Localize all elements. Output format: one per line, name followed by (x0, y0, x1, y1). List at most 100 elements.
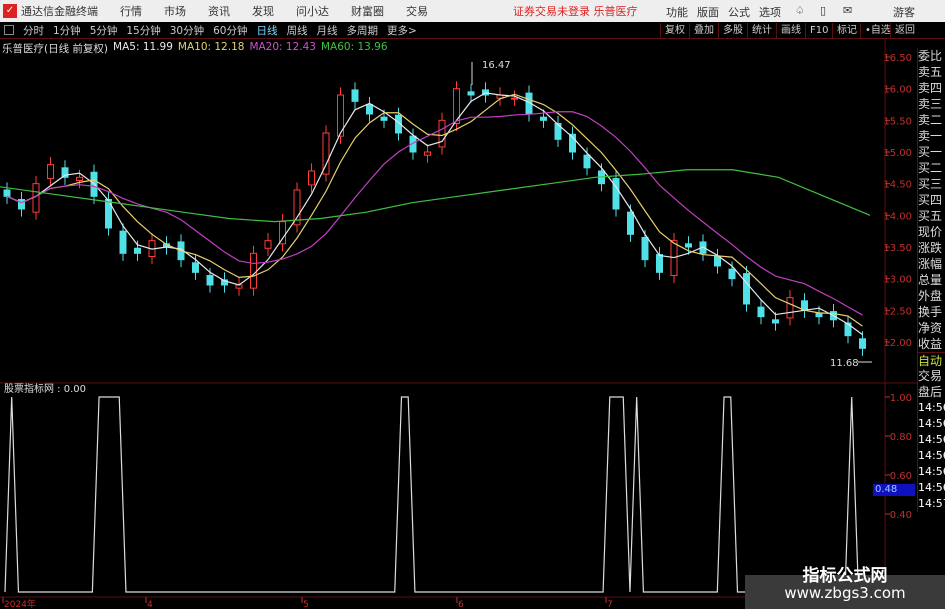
period-30min[interactable]: 30分钟 (169, 24, 205, 37)
toggle-icon[interactable] (4, 25, 14, 35)
candle (192, 262, 199, 273)
indicator-tick-label: 1.00 (890, 393, 912, 404)
candle (453, 88, 460, 124)
price-tick-label: 12.50 (883, 306, 912, 317)
menu-function[interactable]: 功能 (666, 6, 688, 19)
candle (105, 198, 112, 229)
user-label[interactable]: 游客 (893, 6, 915, 19)
period-1min[interactable]: 1分钟 (53, 24, 81, 37)
period-more[interactable]: 更多> (387, 24, 417, 37)
title-bar: ✓ 通达信金融终端 行情 市场 资讯 发现 问小达 财富圈 交易 证券交易未登录… (0, 0, 945, 22)
candle (409, 135, 417, 153)
quote-label: 交易 (918, 369, 943, 383)
price-tick-label: 14.50 (883, 180, 912, 191)
quote-label: 14:56 (918, 417, 945, 430)
mark-button[interactable]: 标记 (832, 23, 861, 38)
period-weekly[interactable]: 周线 (286, 24, 308, 37)
candle (583, 154, 591, 169)
app-logo-icon: ✓ (3, 4, 17, 18)
candle (206, 274, 214, 286)
time-label: 7 (607, 600, 613, 609)
candle (569, 133, 576, 153)
phone-icon[interactable]: ▯ (820, 4, 827, 17)
menu-options[interactable]: 选项 (759, 6, 781, 19)
quote-label: 买一 (918, 145, 943, 159)
period-daily[interactable]: 日线 (256, 24, 278, 37)
app-title: 通达信金融终端 (21, 5, 98, 18)
menu-wealth[interactable]: 财富圈 (351, 5, 384, 18)
price-tick-label: 14.00 (883, 211, 912, 222)
quote-label: 14:56 (918, 481, 945, 494)
quote-label: 外盘 (918, 289, 943, 303)
candle (47, 164, 54, 180)
price-tick-label: 15.00 (883, 148, 912, 159)
stats-button[interactable]: 统计 (747, 23, 776, 38)
candle (540, 116, 547, 121)
quote-label: 自动 (918, 352, 945, 368)
indicator-tick-label: 0.60 (890, 471, 912, 482)
candle (438, 119, 446, 148)
menu-ask[interactable]: 问小达 (296, 5, 329, 18)
quote-label: 买三 (918, 177, 943, 191)
menu-discover[interactable]: 发现 (252, 5, 274, 18)
period-5min[interactable]: 5分钟 (89, 24, 118, 37)
candle (32, 183, 40, 213)
candle (322, 132, 330, 175)
candle (61, 167, 69, 178)
menu-news[interactable]: 资讯 (208, 5, 230, 18)
menu-trade[interactable]: 交易 (406, 5, 428, 18)
candle (18, 198, 25, 210)
candle (554, 122, 562, 140)
menu-layout[interactable]: 版面 (697, 6, 719, 19)
quote-label: 净资 (918, 321, 943, 335)
period-monthly[interactable]: 月线 (316, 24, 338, 37)
restore-rights-button[interactable]: 复权 (660, 23, 689, 38)
menu-market[interactable]: 市场 (164, 5, 186, 18)
quote-label: 涨跌 (918, 241, 943, 255)
message-icon[interactable]: ✉ (843, 4, 853, 17)
indicator-tick-label: 0.80 (890, 432, 912, 443)
menu-quotes[interactable]: 行情 (120, 5, 142, 18)
watchlist-button[interactable]: •自选 (860, 23, 895, 38)
period-15min[interactable]: 15分钟 (126, 24, 161, 37)
menu-formula[interactable]: 公式 (728, 6, 750, 19)
candle (337, 94, 344, 137)
login-status: 证券交易未登录 乐普医疗 (513, 5, 638, 18)
quote-label: 买四 (918, 193, 943, 207)
candle (844, 322, 852, 337)
candle (511, 97, 518, 100)
watermark-title: 指标公式网 (802, 566, 888, 586)
candle (279, 221, 286, 245)
back-button[interactable]: 返回 (890, 23, 919, 38)
quote-label: 收益 (918, 337, 943, 351)
period-multi[interactable]: 多周期 (346, 24, 379, 37)
candle (728, 268, 736, 280)
time-label: 5 (303, 600, 309, 609)
ma20-line (6, 111, 863, 316)
ma60-line (0, 169, 871, 223)
kline-chart[interactable]: 16.50 16.00 15.50 15.00 14.50 14.00 13.50 13.00… (0, 38, 945, 609)
time-label: 6 (458, 600, 464, 609)
ma5-value: MA5: 11.99 (113, 41, 173, 53)
period-intraday[interactable]: 分时 (23, 24, 44, 37)
candle (685, 243, 692, 248)
ma10-line (6, 93, 863, 327)
quote-label: 买二 (918, 161, 943, 175)
f10-button[interactable]: F10 (805, 23, 832, 38)
current-indicator-value: 0.48 (873, 484, 915, 496)
candle (351, 89, 359, 102)
quote-label: 14:56 (918, 401, 945, 414)
quote-label: 总量 (918, 273, 943, 287)
watermark: 指标公式网 www.zbgs3.com (745, 567, 945, 609)
quote-label: 委比 (918, 49, 943, 63)
candle (859, 338, 866, 349)
draw-button[interactable]: 画线 (776, 23, 805, 38)
multi-stock-button[interactable]: 多股 (718, 23, 747, 38)
quote-label: 14:56 (918, 433, 945, 446)
price-tick-label: 16.00 (883, 85, 912, 96)
candle (3, 189, 11, 197)
period-60min[interactable]: 60分钟 (213, 24, 248, 37)
overlay-button[interactable]: 叠加 (689, 23, 718, 38)
skin-icon[interactable]: ♤ (795, 4, 805, 17)
time-label: 2024年 (4, 598, 36, 609)
